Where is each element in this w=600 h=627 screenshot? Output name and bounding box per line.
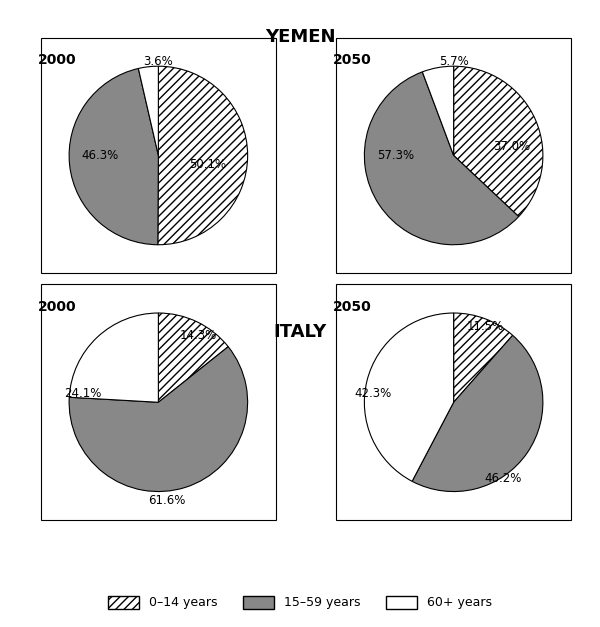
Wedge shape <box>158 66 248 245</box>
Wedge shape <box>158 313 228 403</box>
Wedge shape <box>454 66 543 216</box>
Legend: 0–14 years, 15–59 years, 60+ years: 0–14 years, 15–59 years, 60+ years <box>103 591 497 614</box>
Text: YEMEN: YEMEN <box>265 28 335 46</box>
Text: 37.0%: 37.0% <box>493 140 530 153</box>
Text: 2000: 2000 <box>38 300 76 314</box>
Text: 46.3%: 46.3% <box>82 149 119 162</box>
Text: 2050: 2050 <box>333 300 372 314</box>
Text: 14.3%: 14.3% <box>180 329 217 342</box>
Text: 61.6%: 61.6% <box>149 494 186 507</box>
Wedge shape <box>422 66 454 155</box>
Wedge shape <box>69 313 158 403</box>
Text: 46.2%: 46.2% <box>484 472 521 485</box>
Wedge shape <box>364 72 518 245</box>
Text: 5.7%: 5.7% <box>439 55 469 68</box>
Text: 24.1%: 24.1% <box>64 387 101 400</box>
Text: 2000: 2000 <box>38 53 76 67</box>
Wedge shape <box>412 335 543 492</box>
Text: 3.6%: 3.6% <box>143 55 173 68</box>
Wedge shape <box>69 347 248 492</box>
Text: 50.1%: 50.1% <box>189 158 226 171</box>
Text: 11.5%: 11.5% <box>466 320 503 333</box>
Wedge shape <box>139 66 158 155</box>
Wedge shape <box>454 313 512 403</box>
Wedge shape <box>69 68 158 245</box>
Text: 57.3%: 57.3% <box>377 149 414 162</box>
Text: ITALY: ITALY <box>274 323 326 341</box>
Text: 42.3%: 42.3% <box>355 387 392 400</box>
Wedge shape <box>364 313 454 482</box>
Text: 2050: 2050 <box>333 53 372 67</box>
